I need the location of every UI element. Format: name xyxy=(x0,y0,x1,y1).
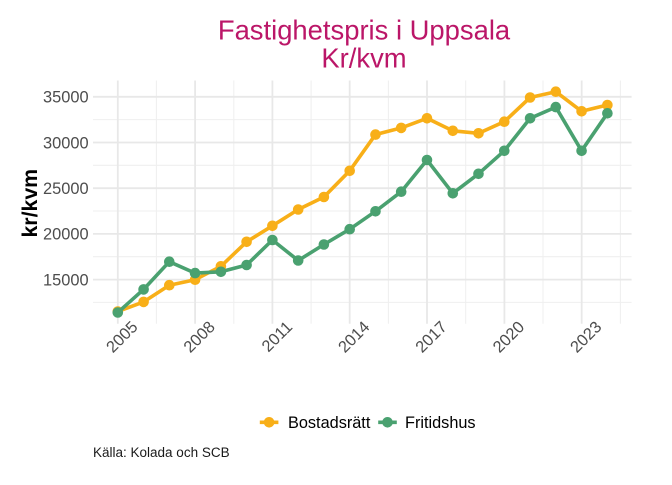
svg-text:15000: 15000 xyxy=(43,271,89,289)
svg-text:20000: 20000 xyxy=(43,226,89,244)
svg-text:Fritidshus: Fritidshus xyxy=(405,414,476,432)
svg-text:Fastighetspris i Uppsala: Fastighetspris i Uppsala xyxy=(218,15,511,46)
svg-text:Kr/kvm: Kr/kvm xyxy=(321,42,406,73)
svg-text:kr/kvm: kr/kvm xyxy=(18,169,42,238)
svg-text:35000: 35000 xyxy=(43,89,89,107)
svg-text:30000: 30000 xyxy=(43,134,89,152)
svg-text:25000: 25000 xyxy=(43,180,89,198)
svg-text:Källa: Kolada och SCB: Källa: Kolada och SCB xyxy=(93,445,230,460)
svg-text:Bostadsrätt: Bostadsrätt xyxy=(288,414,371,432)
